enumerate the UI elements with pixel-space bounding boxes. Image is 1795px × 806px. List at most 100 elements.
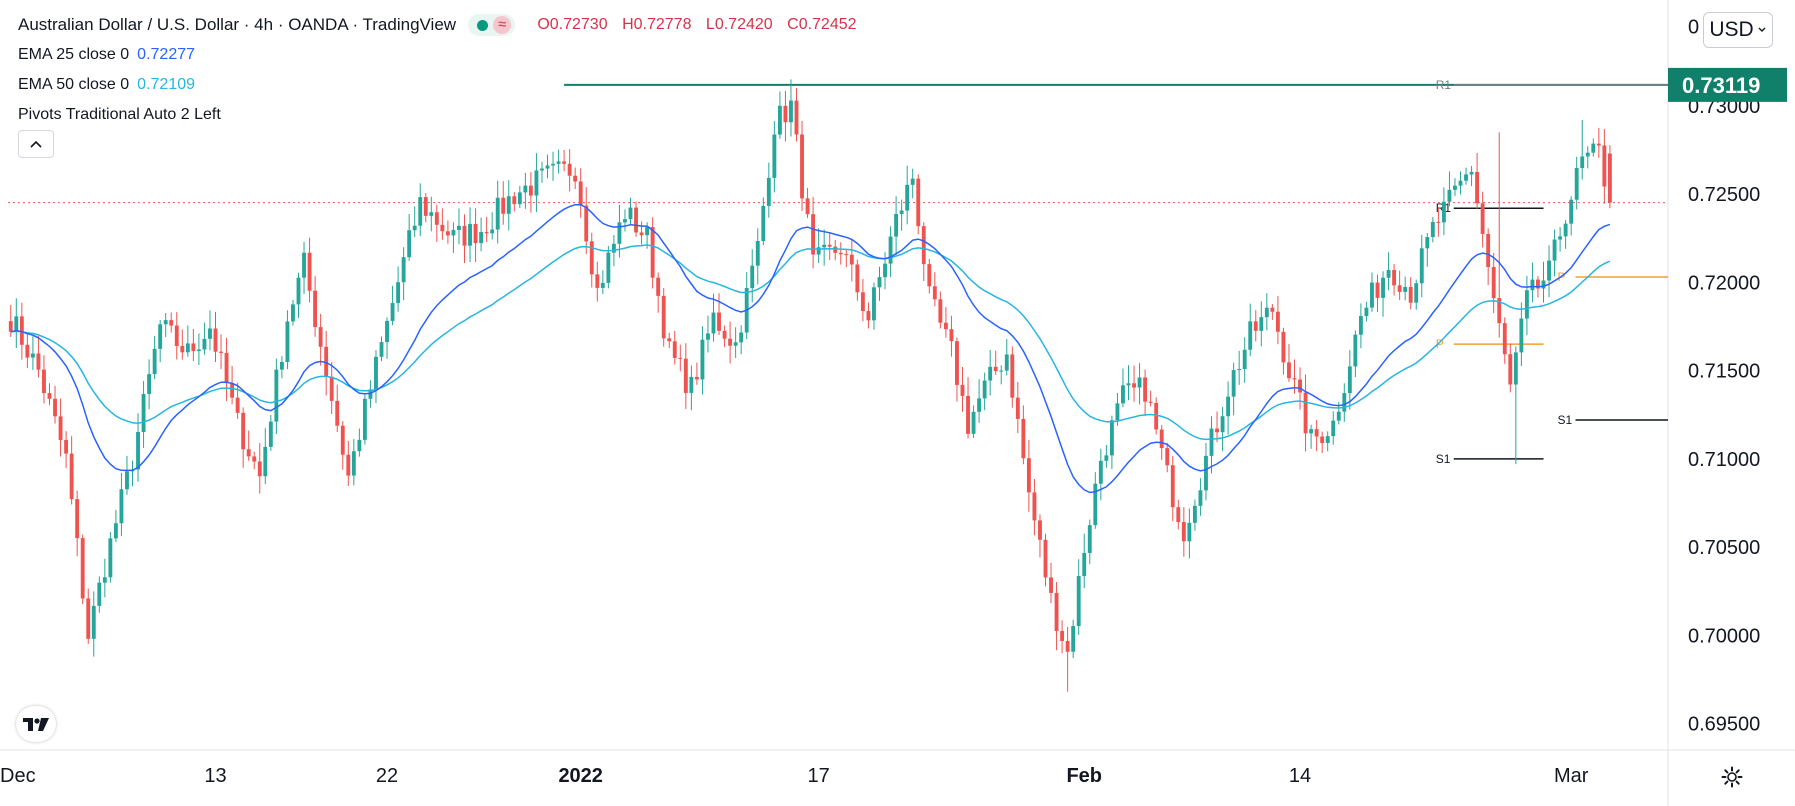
candle-body[interactable]: [1093, 483, 1098, 526]
candle-body[interactable]: [58, 416, 63, 440]
candle-body[interactable]: [628, 207, 633, 220]
candle-body[interactable]: [517, 192, 522, 205]
candle-body[interactable]: [1275, 311, 1280, 332]
candle-body[interactable]: [678, 357, 683, 359]
candle-body[interactable]: [1209, 428, 1214, 456]
candle-body[interactable]: [650, 227, 655, 278]
candle-body[interactable]: [1154, 402, 1159, 430]
candle-body[interactable]: [196, 349, 201, 352]
candle-body[interactable]: [75, 499, 80, 539]
candle-body[interactable]: [136, 431, 140, 470]
candle-body[interactable]: [1563, 223, 1568, 237]
candle-body[interactable]: [1530, 279, 1535, 291]
candle-body[interactable]: [379, 342, 384, 357]
candle-body[interactable]: [1336, 411, 1341, 421]
candle-body[interactable]: [445, 231, 450, 236]
candle-body[interactable]: [1115, 403, 1120, 421]
candle-body[interactable]: [169, 320, 174, 326]
candle-body[interactable]: [1370, 282, 1374, 308]
candle-body[interactable]: [1015, 397, 1020, 419]
candle-body[interactable]: [1574, 168, 1579, 200]
candle-body[interactable]: [340, 425, 345, 455]
candle-body[interactable]: [1358, 316, 1363, 335]
candle-body[interactable]: [1082, 552, 1087, 577]
candle-body[interactable]: [374, 356, 378, 390]
candle-body[interactable]: [1087, 525, 1092, 553]
candle-body[interactable]: [777, 105, 782, 135]
candle-body[interactable]: [1215, 428, 1219, 433]
candle-body[interactable]: [335, 400, 340, 426]
candle-body[interactable]: [1021, 418, 1026, 459]
candle-body[interactable]: [1038, 520, 1042, 540]
candle-body[interactable]: [1464, 174, 1468, 181]
candle-body[interactable]: [8, 321, 13, 332]
candle-body[interactable]: [661, 295, 666, 339]
candle-body[interactable]: [689, 376, 694, 393]
candle-body[interactable]: [1425, 237, 1430, 249]
candle-body[interactable]: [14, 316, 19, 332]
candle-body[interactable]: [999, 370, 1004, 372]
candle-body[interactable]: [1364, 307, 1369, 317]
candle-body[interactable]: [1430, 221, 1435, 238]
candle-body[interactable]: [1314, 429, 1319, 437]
candle-body[interactable]: [285, 321, 290, 362]
candle-body[interactable]: [141, 393, 146, 432]
candle-body[interactable]: [318, 327, 323, 347]
candle-body[interactable]: [257, 461, 262, 477]
candle-body[interactable]: [1170, 465, 1175, 508]
candle-body[interactable]: [694, 376, 699, 380]
candle-body[interactable]: [401, 257, 406, 283]
candle-body[interactable]: [1513, 352, 1518, 385]
candle-body[interactable]: [932, 286, 937, 300]
candle-body[interactable]: [656, 277, 661, 296]
candle-body[interactable]: [883, 263, 887, 278]
candle-body[interactable]: [1486, 233, 1491, 268]
symbol-title[interactable]: Australian Dollar / U.S. Dollar · 4h · O…: [18, 15, 457, 34]
candle-body[interactable]: [1303, 392, 1308, 434]
candle-body[interactable]: [512, 196, 517, 205]
candle-body[interactable]: [805, 198, 810, 215]
candle-body[interactable]: [827, 244, 832, 247]
candle-body[interactable]: [838, 252, 843, 255]
ema25-series-line[interactable]: [10, 203, 1611, 494]
candle-body[interactable]: [1148, 401, 1153, 403]
candle-body[interactable]: [1159, 429, 1164, 449]
candle-body[interactable]: [567, 163, 572, 176]
candle-body[interactable]: [971, 411, 976, 434]
candle-body[interactable]: [1469, 171, 1474, 175]
candle-body[interactable]: [772, 134, 777, 178]
candle-body[interactable]: [916, 178, 921, 227]
candle-body[interactable]: [1347, 366, 1352, 394]
candle-body[interactable]: [152, 348, 157, 375]
candle-body[interactable]: [473, 223, 478, 244]
candle-body[interactable]: [1298, 379, 1302, 393]
candle-body[interactable]: [1320, 436, 1325, 444]
candle-body[interactable]: [1220, 416, 1225, 433]
candle-body[interactable]: [1176, 507, 1181, 523]
candle-body[interactable]: [213, 328, 218, 352]
candle-body[interactable]: [1287, 362, 1291, 379]
candle-body[interactable]: [219, 351, 223, 353]
candle-body[interactable]: [982, 380, 987, 399]
candle-body[interactable]: [1453, 185, 1457, 190]
candle-body[interactable]: [811, 214, 816, 255]
candle-body[interactable]: [1519, 318, 1524, 353]
legend-pivots-row[interactable]: Pivots Traditional Auto 2 Left: [18, 100, 867, 130]
candle-body[interactable]: [1253, 321, 1258, 331]
candle-body[interactable]: [1192, 505, 1197, 523]
candle-body[interactable]: [1591, 143, 1596, 153]
candle-body[interactable]: [1043, 539, 1048, 578]
candle-body[interactable]: [1491, 267, 1496, 299]
candle-body[interactable]: [573, 175, 578, 182]
candle-body[interactable]: [1231, 370, 1236, 397]
candle-body[interactable]: [672, 341, 677, 358]
candle-body[interactable]: [899, 210, 904, 214]
candle-body[interactable]: [1281, 331, 1286, 363]
candle-body[interactable]: [562, 161, 567, 164]
candle-body[interactable]: [822, 244, 827, 248]
candle-body[interactable]: [794, 100, 799, 135]
candle-body[interactable]: [1536, 279, 1540, 289]
candle-body[interactable]: [25, 344, 30, 358]
candle-body[interactable]: [960, 384, 965, 396]
candle-body[interactable]: [174, 325, 179, 346]
